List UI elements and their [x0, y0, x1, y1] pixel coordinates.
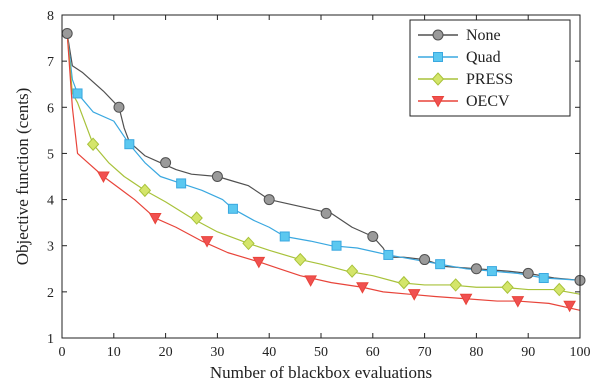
data-point-press: [501, 280, 514, 294]
data-point-quad: [435, 259, 446, 270]
data-point-press: [397, 275, 411, 290]
x-tick-label: 90: [521, 345, 535, 360]
x-tick-label: 80: [469, 345, 483, 360]
data-point-none: [160, 157, 172, 169]
x-tick-label: 100: [570, 345, 591, 360]
data-point-quad: [486, 266, 497, 277]
data-point-none: [419, 254, 431, 266]
x-tick-label: 0: [59, 345, 66, 360]
data-point-none: [113, 101, 125, 113]
data-point-oecv: [563, 300, 576, 313]
data-point-none: [367, 230, 379, 242]
series-line-quad: [66, 33, 581, 281]
x-tick-label: 30: [210, 345, 224, 360]
data-point-press: [190, 211, 203, 225]
data-point-oecv: [148, 213, 162, 225]
data-point-quad: [538, 273, 549, 284]
data-point-none: [211, 171, 223, 182]
legend-marker-quad: [433, 52, 443, 62]
data-point-quad: [176, 178, 187, 189]
y-tick-label: 7: [47, 55, 54, 70]
data-point-none: [61, 27, 73, 39]
data-point-quad: [383, 249, 394, 260]
x-tick-label: 50: [314, 345, 328, 360]
data-point-oecv: [252, 256, 266, 269]
data-point-oecv: [304, 275, 317, 287]
data-point-oecv: [459, 293, 473, 306]
data-point-oecv: [356, 282, 369, 294]
data-point-press: [86, 137, 100, 151]
data-point-oecv: [511, 296, 525, 308]
x-tick-label: 20: [159, 345, 173, 360]
x-tick-label: 60: [366, 345, 380, 360]
data-point-press: [242, 236, 255, 251]
legend-label-press: PRESS: [466, 71, 513, 88]
y-axis-label: Objective function (cents): [13, 88, 32, 266]
data-point-press: [294, 252, 307, 267]
data-point-none: [522, 267, 534, 279]
axis-ticks: 0 10 20 30 40 50 60 70 80 90 100 1 2 3 4 5 6 7 8: [47, 9, 591, 360]
data-point-press: [553, 282, 566, 297]
y-tick-label: 8: [47, 9, 54, 24]
y-tick-label: 5: [47, 147, 54, 162]
x-tick-label: 10: [107, 345, 121, 360]
legend-marker-oecv: [431, 96, 445, 108]
y-tick-label: 1: [47, 332, 54, 347]
data-point-none: [470, 263, 482, 275]
data-point-oecv: [97, 171, 110, 184]
data-point-press: [449, 278, 462, 292]
legend: None Quad PRESS OECV: [409, 19, 571, 117]
y-tick-label: 6: [47, 101, 54, 116]
x-tick-label: 40: [262, 345, 276, 360]
legend-marker-press: [431, 72, 445, 86]
series-line-none: [66, 33, 581, 281]
legend-label-none: None: [466, 27, 501, 44]
data-point-none: [320, 207, 332, 219]
legend-marker-none: [432, 29, 444, 41]
data-point-quad: [331, 240, 342, 251]
data-point-oecv: [407, 289, 421, 301]
x-axis-label: Number of blackbox evaluations: [210, 363, 432, 382]
data-point-none: [263, 194, 275, 206]
data-point-press: [345, 264, 359, 278]
legend-label-oecv: OECV: [466, 93, 510, 110]
data-point-quad: [72, 88, 83, 99]
series-markers: [61, 27, 586, 313]
x-tick-label: 70: [418, 345, 432, 360]
y-tick-label: 2: [47, 286, 54, 301]
data-point-quad: [124, 139, 135, 150]
data-point-quad: [227, 203, 238, 214]
y-tick-label: 3: [47, 240, 54, 255]
y-tick-label: 4: [47, 194, 54, 209]
data-point-oecv: [200, 236, 214, 248]
legend-label-quad: Quad: [466, 49, 501, 66]
data-point-press: [138, 183, 152, 198]
series-line-press: [66, 33, 581, 295]
data-point-quad: [279, 231, 290, 242]
